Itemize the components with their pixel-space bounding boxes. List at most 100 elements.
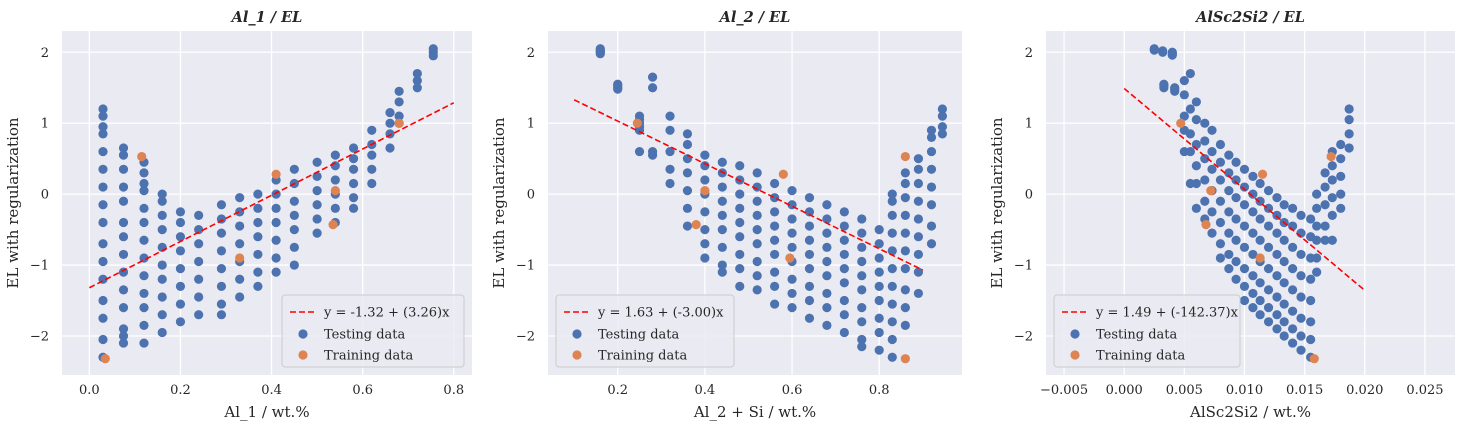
testing-point bbox=[139, 303, 149, 313]
testing-point bbox=[1224, 185, 1234, 196]
testing-point bbox=[1158, 47, 1168, 57]
testing-point bbox=[98, 122, 108, 132]
testing-point bbox=[1231, 235, 1241, 245]
testing-point bbox=[1185, 129, 1195, 139]
testing-point bbox=[139, 203, 149, 213]
testing-point bbox=[1272, 193, 1282, 203]
testing-point bbox=[634, 146, 645, 157]
legend-testing-swatch bbox=[1070, 329, 1080, 339]
testing-point bbox=[139, 185, 149, 196]
x-tick-label: −0.005 bbox=[1040, 383, 1088, 398]
y-tick-label: 0 bbox=[1025, 188, 1033, 203]
testing-point bbox=[1296, 271, 1306, 281]
testing-point bbox=[700, 207, 710, 217]
testing-point bbox=[271, 203, 281, 213]
testing-point bbox=[1231, 274, 1241, 284]
testing-point bbox=[700, 239, 710, 249]
testing-point bbox=[253, 267, 263, 277]
testing-point bbox=[752, 271, 762, 281]
testing-point bbox=[253, 217, 263, 228]
testing-point bbox=[98, 182, 108, 192]
x-tick-label: 0.2 bbox=[170, 383, 191, 398]
testing-point bbox=[118, 338, 129, 348]
testing-point bbox=[857, 342, 867, 352]
x-tick-label: 0.020 bbox=[1346, 383, 1383, 398]
testing-point bbox=[1296, 210, 1306, 221]
testing-point bbox=[1159, 83, 1169, 93]
testing-point bbox=[937, 129, 947, 139]
y-tick-label: 0 bbox=[527, 188, 535, 203]
testing-point bbox=[157, 224, 167, 235]
testing-point bbox=[1296, 249, 1306, 260]
legend: y = 1.49 + (-142.37)x Testing data Trainin… bbox=[1053, 294, 1241, 368]
testing-point bbox=[700, 253, 710, 263]
fit-line bbox=[573, 99, 924, 271]
training-point bbox=[394, 118, 404, 128]
fit-line bbox=[88, 102, 455, 289]
y-tick-label: 0 bbox=[41, 188, 49, 203]
testing-point bbox=[1179, 111, 1189, 121]
testing-point bbox=[913, 214, 924, 224]
testing-point bbox=[1248, 171, 1258, 182]
testing-point bbox=[175, 317, 186, 327]
testing-point bbox=[1149, 45, 1159, 55]
testing-point bbox=[874, 224, 884, 235]
testing-point bbox=[412, 68, 422, 79]
testing-point bbox=[804, 193, 815, 203]
testing-point bbox=[595, 49, 605, 59]
testing-point bbox=[937, 122, 947, 132]
testing-point bbox=[118, 182, 129, 192]
testing-point bbox=[118, 164, 129, 174]
testing-point bbox=[348, 178, 359, 189]
x-tick-label: 0.000 bbox=[1106, 383, 1143, 398]
testing-point bbox=[787, 228, 797, 238]
testing-point bbox=[1288, 306, 1298, 316]
testing-point bbox=[735, 161, 745, 171]
testing-point bbox=[175, 299, 186, 309]
testing-point bbox=[1207, 146, 1217, 157]
testing-point bbox=[913, 232, 924, 242]
legend-testing-swatch bbox=[298, 329, 308, 339]
testing-point bbox=[118, 324, 129, 334]
testing-point bbox=[822, 256, 832, 267]
testing-point bbox=[874, 281, 884, 291]
testing-point bbox=[857, 334, 867, 345]
testing-point bbox=[157, 274, 167, 284]
testing-point bbox=[1279, 200, 1289, 210]
testing-point bbox=[1327, 235, 1337, 245]
testing-point bbox=[1179, 76, 1189, 86]
testing-point bbox=[613, 84, 623, 94]
testing-point bbox=[348, 164, 359, 174]
testing-point bbox=[1279, 235, 1289, 245]
testing-point bbox=[194, 210, 204, 221]
testing-point bbox=[900, 228, 910, 238]
testing-point bbox=[926, 146, 937, 157]
testing-point bbox=[913, 196, 924, 206]
testing-point bbox=[822, 242, 832, 252]
testing-point bbox=[1288, 264, 1298, 274]
testing-point bbox=[926, 125, 937, 135]
testing-point bbox=[348, 203, 359, 213]
testing-point bbox=[216, 246, 227, 256]
testing-point bbox=[1239, 264, 1250, 274]
plot-marks bbox=[88, 44, 455, 364]
testing-point bbox=[1191, 178, 1201, 189]
testing-point bbox=[1215, 175, 1226, 185]
testing-point bbox=[1288, 324, 1298, 334]
testing-point bbox=[887, 189, 897, 199]
testing-point bbox=[271, 217, 281, 228]
testing-point bbox=[1248, 288, 1258, 299]
testing-point bbox=[1312, 267, 1322, 277]
testing-point bbox=[717, 157, 727, 167]
x-tick-label: 0.8 bbox=[869, 383, 890, 398]
x-tick-label: 0.025 bbox=[1406, 383, 1443, 398]
testing-point bbox=[682, 221, 693, 231]
testing-point bbox=[900, 264, 910, 274]
testing-point bbox=[787, 288, 797, 299]
testing-point bbox=[1224, 168, 1234, 178]
testing-point bbox=[139, 320, 149, 330]
testing-point bbox=[1179, 90, 1189, 100]
testing-point bbox=[787, 274, 797, 284]
testing-point bbox=[1263, 264, 1274, 274]
training-point bbox=[1176, 118, 1186, 128]
